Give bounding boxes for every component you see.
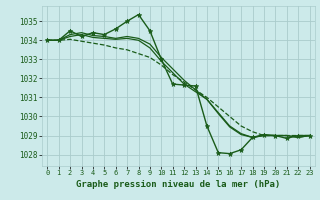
X-axis label: Graphe pression niveau de la mer (hPa): Graphe pression niveau de la mer (hPa) (76, 180, 281, 189)
